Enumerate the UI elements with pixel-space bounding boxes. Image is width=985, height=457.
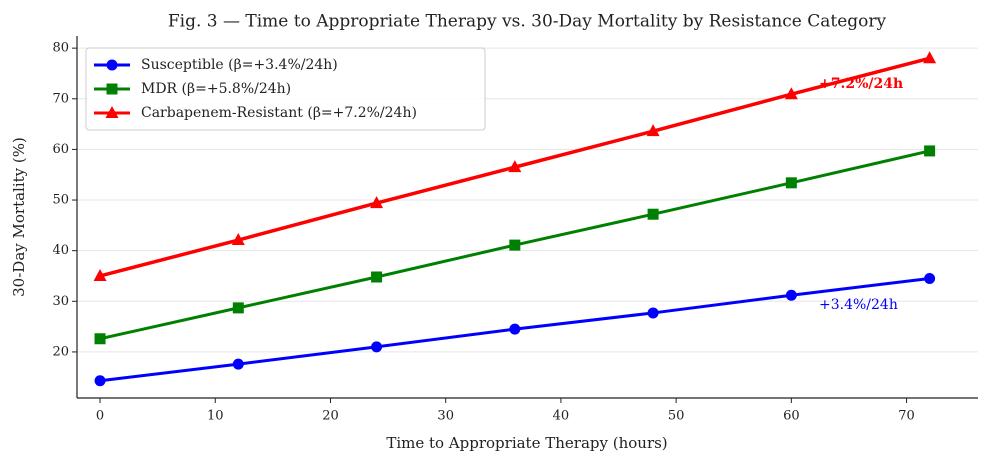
y-axis-label: 30-Day Mortality (%) — [10, 137, 28, 297]
marker — [924, 273, 936, 285]
y-tick-label: 20 — [52, 344, 69, 359]
marker — [646, 124, 660, 137]
legend-box — [85, 47, 486, 131]
y-tick-label: 50 — [52, 193, 69, 208]
x-tick-label: 60 — [783, 409, 800, 424]
marker — [231, 233, 245, 246]
x-tick-label: 50 — [668, 409, 685, 424]
marker — [923, 51, 937, 64]
marker — [509, 239, 521, 251]
marker — [106, 83, 118, 95]
x-tick-label: 70 — [898, 409, 915, 424]
marker — [94, 333, 106, 345]
marker — [647, 307, 659, 319]
marker — [371, 341, 383, 353]
marker — [232, 358, 244, 370]
marker — [647, 208, 659, 220]
marker — [106, 59, 118, 71]
annotation: +3.4%/24h — [819, 297, 898, 313]
x-tick-label: 40 — [553, 409, 570, 424]
y-tick-label: 80 — [52, 41, 69, 56]
y-tick-label: 60 — [52, 142, 69, 157]
legend: Susceptible (β=+3.4%/24h) MDR (β=+5.8%/24… — [85, 47, 486, 131]
x-axis-label: Time to Appropriate Therapy (hours) — [386, 434, 667, 452]
marker — [232, 302, 244, 314]
marker — [371, 271, 383, 283]
y-tick-label: 40 — [52, 243, 69, 258]
x-tick-label: 10 — [207, 409, 224, 424]
marker — [509, 323, 521, 335]
chart-title: Fig. 3 — Time to Appropriate Therapy vs.… — [168, 12, 887, 32]
legend-label: MDR (β=+5.8%/24h) — [141, 81, 291, 97]
x-tick-label: 20 — [322, 409, 339, 424]
marker — [508, 160, 522, 173]
x-tick-label: 0 — [96, 409, 104, 424]
marker — [924, 145, 936, 157]
marker — [785, 289, 797, 301]
legend-label: Susceptible (β=+3.4%/24h) — [141, 57, 338, 73]
marker — [370, 196, 384, 209]
x-tick-label: 30 — [437, 409, 454, 424]
marker — [93, 268, 107, 281]
marker — [784, 87, 798, 100]
marker — [785, 177, 797, 189]
marker — [94, 375, 106, 387]
legend-label: Carbapenem-Resistant (β=+7.2%/24h) — [141, 105, 417, 121]
annotation: +7.2%/24h — [819, 76, 903, 92]
marker — [105, 106, 119, 118]
y-tick-label: 70 — [52, 91, 69, 106]
y-tick-label: 30 — [52, 294, 69, 309]
